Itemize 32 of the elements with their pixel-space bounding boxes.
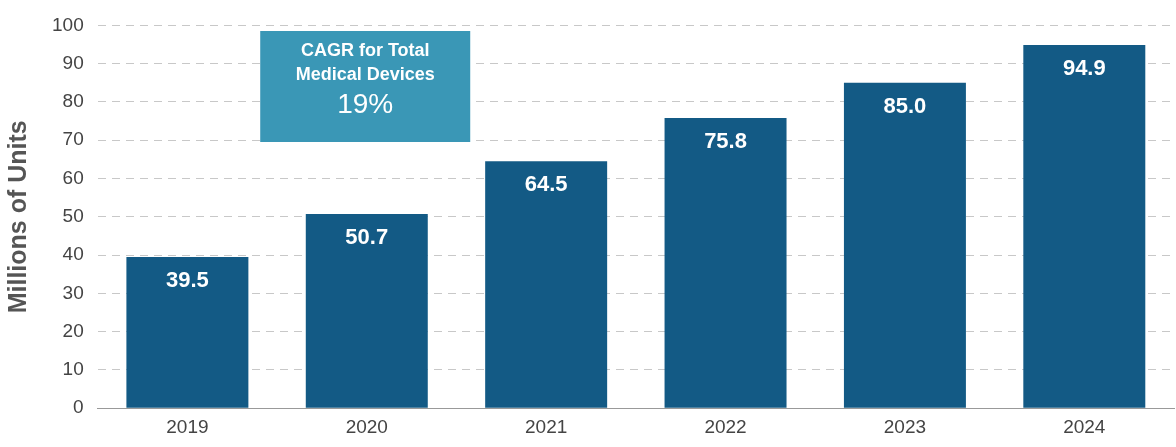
- y-tick-label: 90: [62, 51, 84, 73]
- y-tick-label: 10: [62, 358, 84, 380]
- y-tick-label: 100: [52, 13, 84, 35]
- x-tick-label: 2024: [1063, 415, 1106, 437]
- y-tick-label: 40: [62, 243, 84, 265]
- y-tick-label: 20: [62, 319, 84, 341]
- data-label: 64.5: [524, 171, 568, 197]
- bar: [485, 161, 608, 408]
- y-tick-label: 80: [62, 90, 84, 112]
- x-tick-label: 2019: [166, 415, 209, 437]
- annotation: 19%: [337, 87, 394, 119]
- data-label: 75.8: [704, 128, 747, 154]
- data-label: 50.7: [345, 224, 389, 250]
- x-tick-label: 2022: [704, 415, 747, 437]
- data-label: 85.0: [883, 92, 927, 118]
- y-tick-label: 70: [62, 128, 84, 150]
- bar: [305, 214, 428, 408]
- bar: [664, 118, 787, 408]
- bar: [843, 82, 966, 408]
- y-tick-label: 50: [62, 205, 84, 227]
- x-tick-label: 2021: [525, 415, 568, 437]
- x-tick-label: 2020: [345, 415, 388, 437]
- y-tick-label: 0: [73, 396, 84, 418]
- y-axis-title: Millions of Units: [2, 120, 31, 314]
- data-label: 39.5: [165, 267, 209, 293]
- bar: [126, 256, 249, 408]
- x-tick-label: 2023: [883, 415, 927, 437]
- y-tick-label: 30: [62, 281, 84, 303]
- bar: [1023, 44, 1146, 408]
- y-tick-label: 60: [62, 166, 84, 188]
- annotation: CAGR for Total Medical Devices: [295, 39, 435, 84]
- data-label: 94.9: [1062, 54, 1106, 80]
